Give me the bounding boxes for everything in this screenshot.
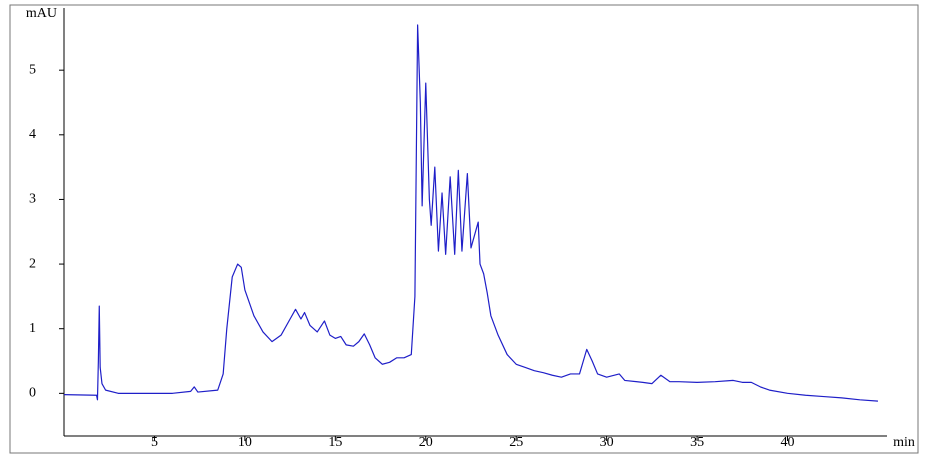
x-tick-label: 10 — [238, 435, 252, 450]
y-tick-label: 5 — [29, 62, 36, 77]
x-tick-label: 30 — [600, 435, 614, 450]
x-tick-label: 35 — [690, 435, 704, 450]
frame — [9, 4, 919, 454]
x-tick-label: 15 — [328, 435, 342, 450]
x-tick-label: 20 — [419, 435, 433, 450]
x-axis-label: min — [893, 435, 915, 450]
y-tick-label: 3 — [29, 192, 36, 207]
y-tick-label: 0 — [29, 386, 36, 401]
x-tick-label: 25 — [509, 435, 523, 450]
y-tick-label: 2 — [29, 256, 36, 271]
signal-line — [63, 24, 879, 402]
x-tick-label: 5 — [151, 435, 158, 450]
y-tick-label: 1 — [29, 321, 36, 336]
x-tick-label: 40 — [781, 435, 795, 450]
y-axis-label: mAU — [26, 6, 57, 21]
y-tick-label: 4 — [29, 127, 36, 142]
